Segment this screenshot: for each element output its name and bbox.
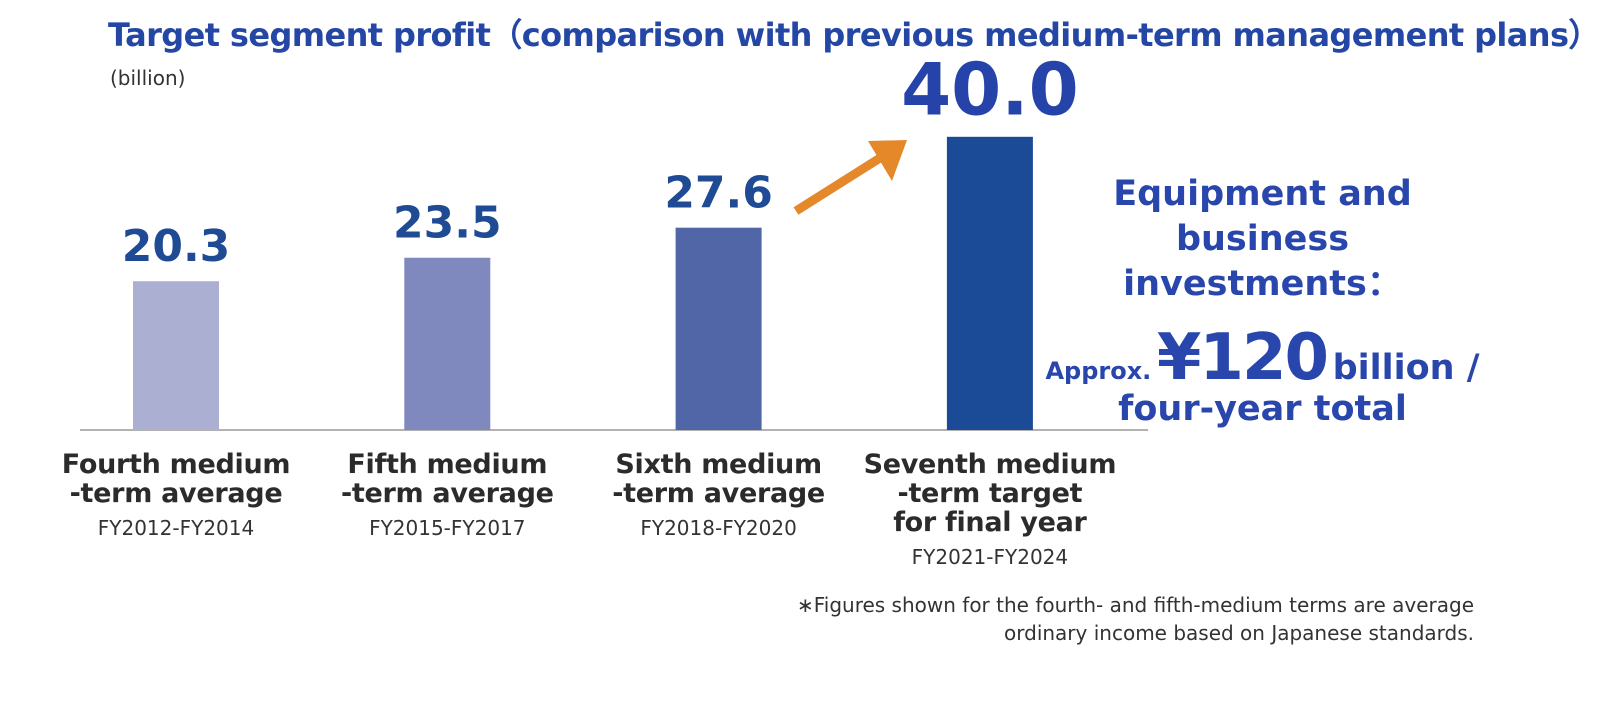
unit-label: (billion) [110, 66, 186, 90]
value-label: 23.5 [393, 198, 502, 249]
annotation-tail: four-year total [1118, 389, 1407, 429]
annotation-row: Approx. ¥120 billion / [1040, 321, 1485, 395]
category-label: Sixth medium -term average [612, 449, 825, 509]
footnote: ∗Figures shown for the fourth- and fifth… [796, 593, 1474, 645]
category: Fourth medium -term average FY2012-FY2014 [26, 450, 326, 540]
category: Seventh medium -term target for final ye… [840, 450, 1140, 569]
category-label: Seventh medium -term target for final ye… [863, 449, 1117, 538]
arrow [793, 140, 907, 215]
annotation-amount: ¥120 [1156, 321, 1329, 395]
value-label: 27.6 [664, 168, 773, 219]
bar [404, 257, 491, 430]
bar [133, 281, 219, 430]
period-label: FY2018-FY2020 [640, 516, 797, 540]
annotation-suffix: billion / [1332, 348, 1480, 388]
annotation: Equipment and business investments： Appr… [1040, 172, 1485, 429]
bar [675, 227, 762, 430]
bar [946, 136, 1033, 431]
value-label: 40.0 [901, 47, 1079, 131]
value-label: 20.3 [122, 221, 231, 272]
chart-title: Target segment profit（comparison with pr… [108, 16, 1600, 54]
category-label: Fifth medium -term average [340, 449, 554, 509]
period-label: FY2021-FY2024 [911, 545, 1069, 569]
annotation-prefix: Approx. [1045, 357, 1152, 385]
category-label: Fourth medium -term average [61, 449, 291, 509]
annotation-heading: Equipment and business investments： [1113, 174, 1412, 304]
period-label: FY2015-FY2017 [369, 516, 526, 540]
category: Sixth medium -term average FY2018-FY2020 [569, 450, 869, 540]
category: Fifth medium -term average FY2015-FY2017 [297, 450, 597, 540]
period-label: FY2012-FY2014 [97, 516, 255, 540]
